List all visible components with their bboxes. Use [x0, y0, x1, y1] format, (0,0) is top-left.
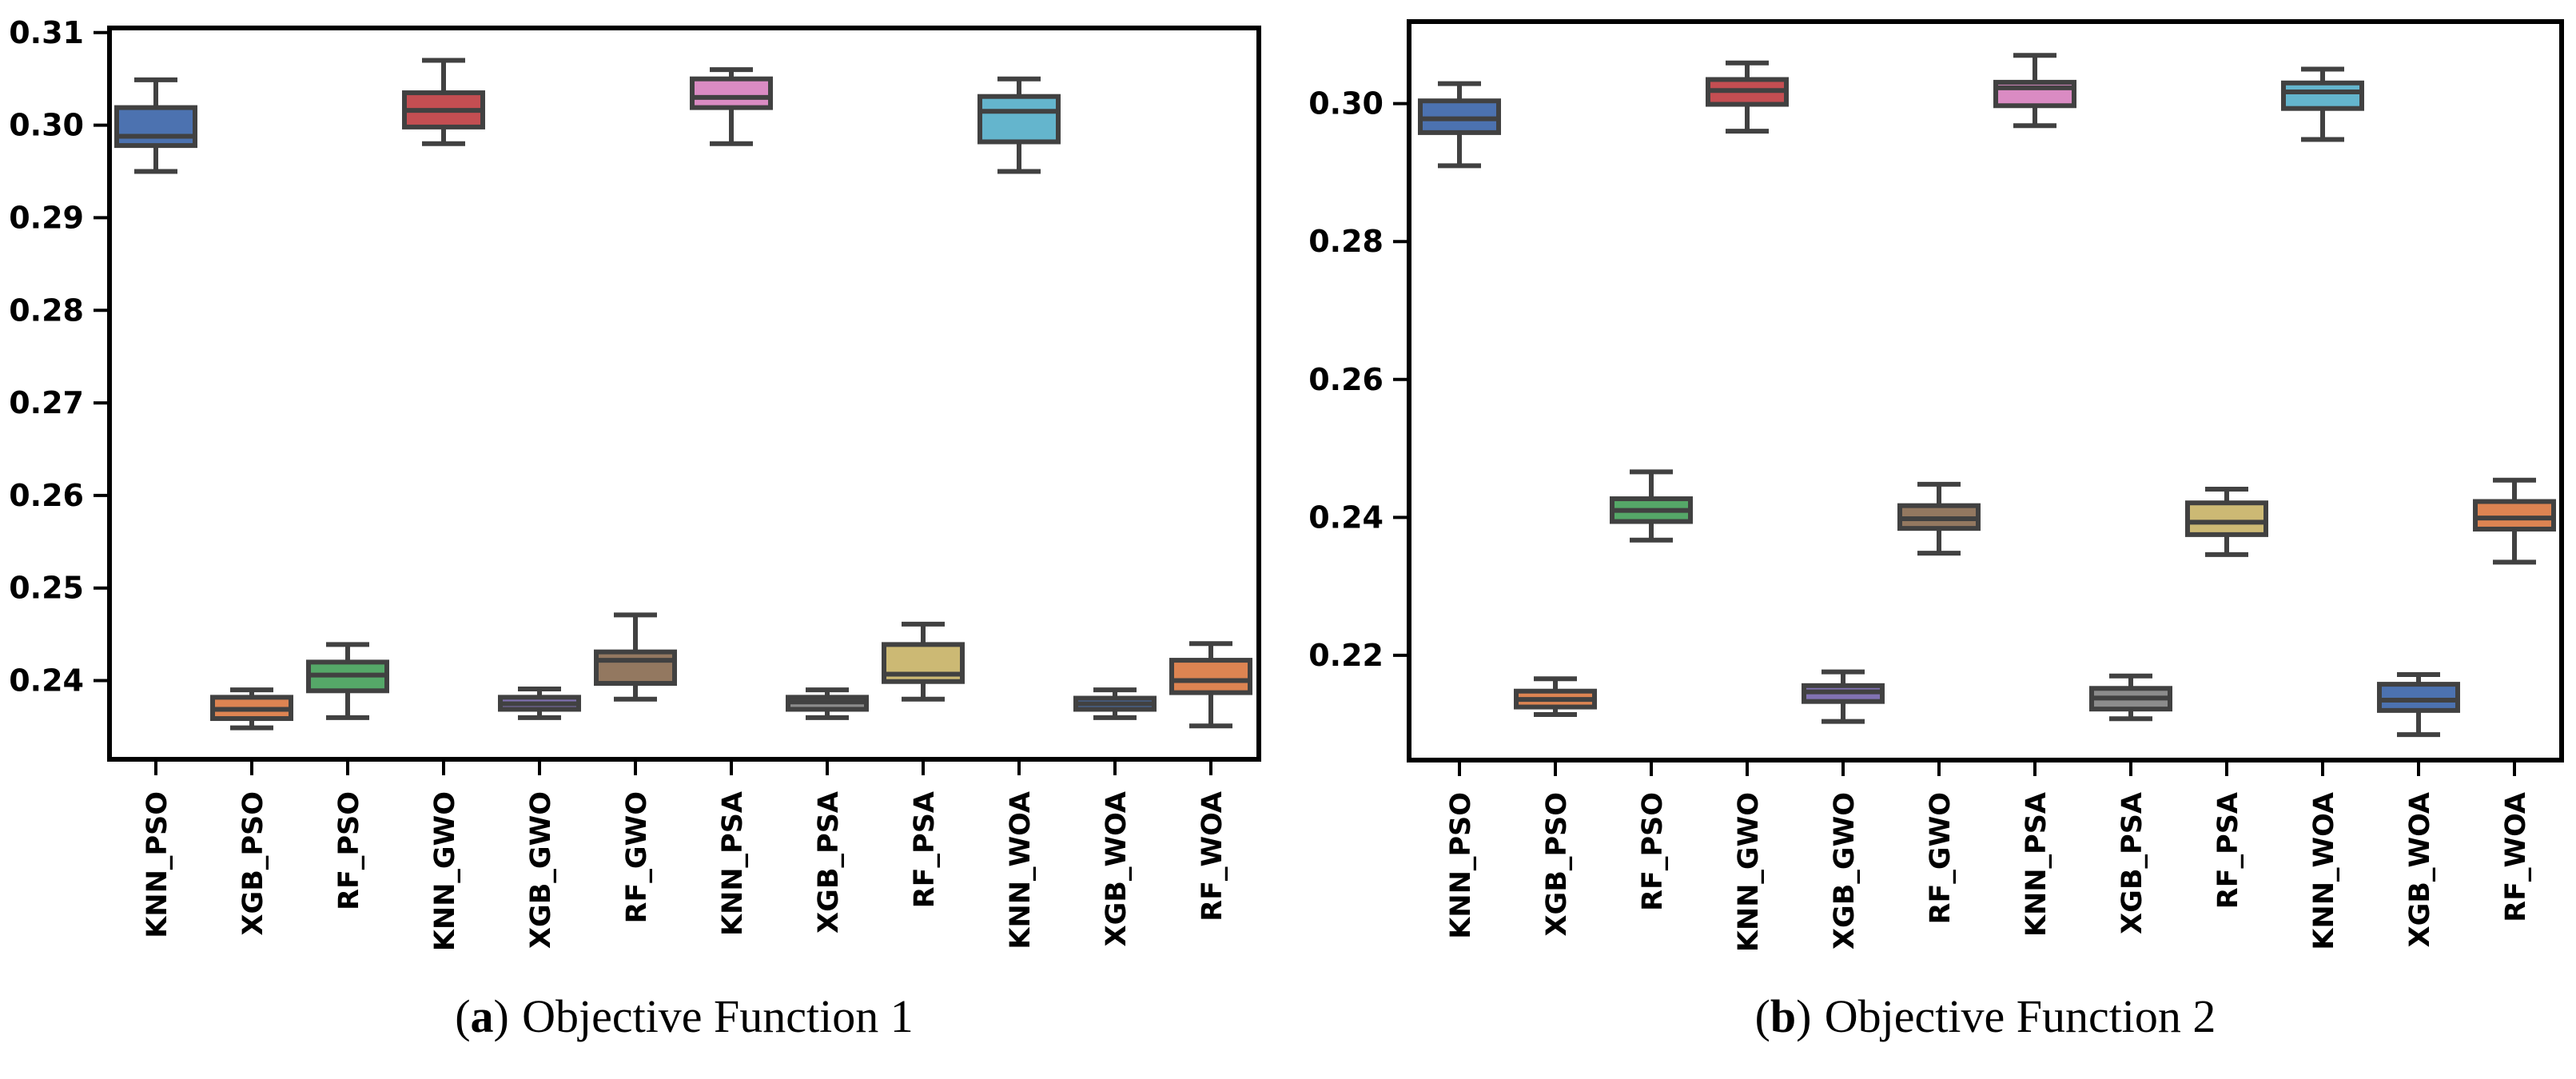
y-tick-label: 0.29 [9, 200, 84, 235]
x-tick-label: KNN_GWO [1733, 792, 1765, 952]
x-tick-label: RF_WOA [2500, 792, 2532, 922]
y-tick-label: 0.27 [9, 385, 84, 420]
x-tick-label: RF_WOA [1196, 791, 1228, 922]
iqr-box [2377, 682, 2460, 713]
boxplot-panel-a: 0.24 0.25 0.26 0.27 0.28 0.29 0.30 0.31 KNN_PSO X… [9, 15, 1261, 951]
iqr-box [2185, 500, 2268, 537]
caption-b-letter: b [1770, 990, 1797, 1042]
axes-frame [107, 26, 1261, 762]
y-tick-label: 0.28 [1308, 224, 1384, 259]
caption-b-text: Objective Function 2 [1824, 990, 2216, 1042]
y-tick-label: 0.28 [9, 293, 84, 328]
box-RF_GWO [1897, 481, 1981, 556]
box-XGB_GWO [1802, 669, 1885, 724]
box-RF_PSO [1610, 469, 1693, 543]
x-tick-label: XGB_PSA [813, 791, 845, 934]
box-KNN_PSA [690, 67, 773, 146]
box-XGB_PSA [786, 687, 869, 720]
box-RF_PSA [2185, 486, 2268, 557]
iqr-box [2473, 499, 2556, 532]
box-RF_PSO [306, 642, 389, 720]
box-XGB_WOA [2377, 672, 2460, 738]
y-tick-label: 0.26 [9, 478, 84, 513]
box-KNN_WOA [2281, 66, 2364, 142]
x-tick-label: KNN_WOA [1005, 791, 1037, 950]
box-XGB_GWO [498, 686, 581, 720]
x-tick-label: XGB_WOA [1101, 791, 1133, 946]
box-KNN_PSO [1418, 81, 1501, 169]
caption-a: (a) Objective Function 1 [125, 989, 1244, 1043]
caption-b: (b) Objective Function 2 [1426, 989, 2545, 1043]
iqr-box [114, 105, 197, 149]
box-KNN_PSA [1993, 53, 2076, 129]
x-tick-label: XGB_PSO [1541, 792, 1573, 937]
y-tick-label: 0.31 [9, 15, 84, 50]
x-tick-label: RF_GWO [1925, 792, 1957, 924]
x-tick-label: RF_PSA [909, 791, 941, 908]
caption-a-paren-close: ) [493, 990, 509, 1042]
box-XGB_WOA [1073, 687, 1157, 720]
caption-a-paren-open: ( [455, 990, 471, 1042]
caption-b-paren-close: ) [1796, 990, 1812, 1042]
box-RF_WOA [1169, 641, 1252, 729]
x-tick-label: KNN_PSO [141, 791, 173, 938]
x-tick-label: RF_PSA [2212, 792, 2244, 909]
x-tick-label: RF_PSO [333, 791, 365, 910]
box-RF_GWO [594, 612, 677, 702]
caption-a-text: Objective Function 1 [522, 990, 914, 1042]
x-tick-label: KNN_WOA [2308, 792, 2340, 950]
x-tick-label: XGB_PSO [237, 791, 269, 936]
x-tick-label: RF_GWO [621, 791, 653, 923]
box-XGB_PSO [1514, 676, 1597, 718]
iqr-box [594, 649, 677, 687]
x-tick-label: XGB_PSA [2116, 792, 2148, 934]
y-tick-label: 0.30 [1308, 86, 1384, 121]
y-tick-label: 0.30 [9, 108, 84, 143]
box-KNN_WOA [977, 76, 1061, 174]
iqr-box [977, 94, 1061, 145]
y-tick-label: 0.24 [1308, 500, 1384, 535]
boxplot-panel-b: 0.22 0.24 0.26 0.28 0.30 KNN_PSO XGB_PSO RF_PSO… [1308, 19, 2564, 952]
iqr-box [2281, 80, 2364, 111]
caption-a-letter: a [470, 990, 494, 1042]
box-KNN_PSO [114, 77, 197, 174]
box-RF_PSA [882, 621, 965, 702]
x-tick-label: KNN_PSA [2021, 792, 2052, 937]
x-tick-label: RF_PSO [1637, 792, 1669, 911]
x-tick-label: XGB_GWO [1829, 792, 1861, 950]
box-XGB_PSA [2089, 673, 2172, 722]
box-KNN_GWO [1706, 60, 1789, 134]
x-tick-label: XGB_GWO [525, 791, 557, 949]
x-tick-label: KNN_PSO [1445, 792, 1477, 939]
y-tick-label: 0.26 [1308, 362, 1384, 397]
box-XGB_PSO [210, 687, 293, 731]
y-tick-label: 0.22 [1308, 638, 1384, 673]
x-tick-label: KNN_PSA [717, 791, 749, 936]
iqr-box [690, 76, 773, 110]
x-tick-label: XGB_WOA [2404, 792, 2436, 947]
box-RF_WOA [2473, 477, 2556, 565]
box-KNN_GWO [402, 58, 485, 146]
iqr-box [1169, 658, 1252, 695]
y-tick-label: 0.25 [9, 571, 84, 606]
caption-b-paren-open: ( [1754, 990, 1770, 1042]
axes-frame [1407, 19, 2564, 762]
x-tick-label: KNN_GWO [429, 791, 461, 951]
y-tick-label: 0.24 [9, 663, 84, 699]
